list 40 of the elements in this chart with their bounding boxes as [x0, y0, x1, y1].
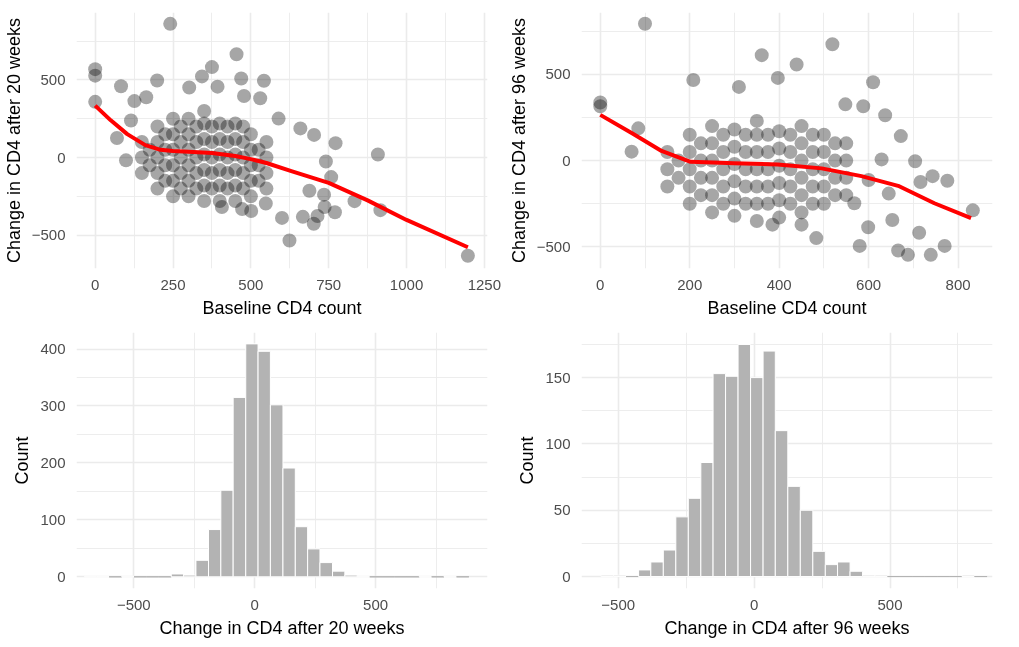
x-axis-title: Baseline CD4 count [202, 297, 362, 318]
x-tick-label: 0 [749, 595, 759, 613]
x-tick-label: 750 [316, 275, 342, 293]
x-tick-label: 0 [91, 275, 100, 293]
y-axis-title: Count [12, 436, 33, 485]
y-tick-label: 0 [57, 567, 66, 585]
x-axis-title: Baseline CD4 count [707, 297, 867, 318]
x-tick-label: 1000 [389, 275, 424, 293]
y-tick-label: 0 [562, 151, 571, 169]
x-tick-label: 500 [238, 275, 264, 293]
x-tick-label: 400 [766, 275, 792, 293]
y-axis-title: Count [517, 436, 538, 485]
y-axis-title: Change in CD4 after 20 weeks [3, 17, 24, 264]
y-tick-label: 500 [40, 70, 66, 88]
y-tick-label: 200 [40, 453, 66, 471]
x-tick-label: 200 [677, 275, 703, 293]
y-tick-label: 100 [545, 434, 571, 452]
y-tick-label: 300 [40, 396, 66, 414]
x-tick-label: −500 [601, 595, 636, 613]
y-tick-label: −500 [31, 226, 66, 244]
x-tick-label: 1250 [467, 275, 502, 293]
y-tick-label: 0 [562, 567, 571, 585]
y-tick-label: 100 [40, 510, 66, 528]
x-tick-label: 0 [250, 595, 259, 613]
y-tick-label: 0 [57, 148, 66, 166]
y-axis-title: Change in CD4 after 96 weeks [508, 17, 529, 264]
x-tick-label: 250 [160, 275, 186, 293]
x-tick-label: 0 [596, 275, 605, 293]
x-tick-label: 500 [877, 595, 903, 613]
x-axis-title: Change in CD4 after 20 weeks [159, 617, 405, 638]
y-tick-label: −500 [536, 237, 571, 255]
x-tick-label: −500 [116, 595, 151, 613]
x-axis-title: Change in CD4 after 96 weeks [664, 617, 910, 638]
x-tick-label: 500 [363, 595, 389, 613]
x-tick-label: 800 [945, 275, 971, 293]
y-tick-label: 150 [545, 368, 571, 386]
y-tick-label: 500 [545, 65, 571, 83]
y-tick-label: 50 [553, 501, 571, 519]
y-tick-label: 400 [40, 340, 66, 358]
x-tick-label: 600 [856, 275, 882, 293]
